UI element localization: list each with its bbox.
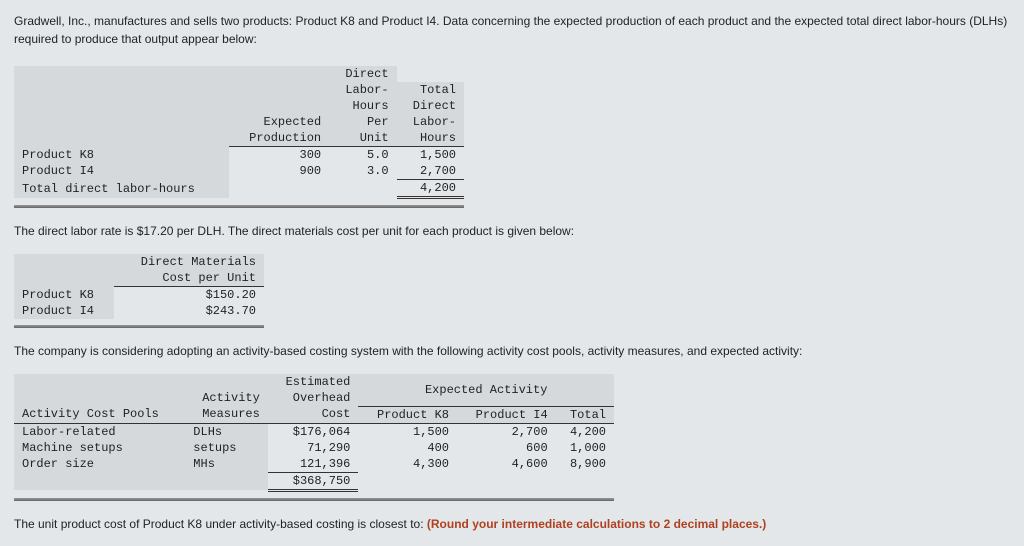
- t1-r2-hpu: 3.0: [329, 163, 396, 180]
- t3-am2: Measures: [185, 406, 268, 423]
- t2-hdr1: Direct Materials: [114, 254, 264, 270]
- t1-hdr-hours2: Hours: [397, 130, 464, 147]
- t1-r2-tdlh: 2,700: [397, 163, 464, 180]
- t2-r1-val: $150.20: [114, 287, 264, 304]
- t1-hdr-total: Total: [397, 82, 464, 98]
- t3-r0-acp: Labor-related: [14, 423, 185, 440]
- t3-r0-k8: 1,500: [358, 423, 457, 440]
- t3-ea: Expected Activity: [358, 374, 614, 406]
- t3-eoc3: Cost: [268, 406, 359, 423]
- p2-text: The direct labor rate is $17.20 per DLH.…: [14, 222, 1010, 240]
- table-row: Product I4 900 3.0 2,700: [14, 163, 464, 180]
- t1-r2-ep: 900: [229, 163, 329, 180]
- materials-table: Direct Materials Cost per Unit Product K…: [14, 254, 264, 319]
- t3-eoc1: Estimated: [268, 374, 359, 390]
- p3-text: The company is considering adopting an a…: [14, 342, 1010, 360]
- t3-total: Total: [556, 406, 614, 423]
- t1-hdr-labor: Labor-: [329, 82, 396, 98]
- t1-r1-hpu: 5.0: [329, 147, 396, 164]
- t3-r2-am: MHs: [185, 456, 268, 473]
- abc-table: Estimated Expected Activity Activity Ove…: [14, 374, 614, 492]
- table-row: Product K8 $150.20: [14, 287, 264, 304]
- t3-r1-eoc: 71,290: [268, 440, 359, 456]
- t1-hdr-prod: Production: [229, 130, 329, 147]
- table-row: $368,750: [14, 472, 614, 490]
- t3-r1-acp: Machine setups: [14, 440, 185, 456]
- t1-hdr-per: Per: [329, 114, 396, 130]
- t3-r1-tot: 1,000: [556, 440, 614, 456]
- t3-r2-eoc: 121,396: [268, 456, 359, 473]
- t3-r1-i4: 600: [457, 440, 556, 456]
- q-part2: (Round your intermediate calculations to…: [427, 517, 766, 531]
- divider: [14, 498, 614, 501]
- t1-hdr-labor2: Labor-: [397, 114, 464, 130]
- t3-am1: Activity: [185, 390, 268, 406]
- t1-r2-label: Product I4: [14, 163, 229, 180]
- t3-r0-eoc: $176,064: [268, 423, 359, 440]
- t3-r2-tot: 8,900: [556, 456, 614, 473]
- t2-r2-label: Product I4: [14, 303, 114, 319]
- t2-r1-label: Product K8: [14, 287, 114, 304]
- divider: [14, 325, 264, 328]
- t3-total-eoc: $368,750: [268, 472, 359, 490]
- t1-tot-label: Total direct labor-hours: [14, 180, 229, 198]
- production-table: Direct Labor- Total Hours Direct Expecte…: [14, 66, 464, 199]
- t3-r2-k8: 4,300: [358, 456, 457, 473]
- t3-pk8: Product K8: [358, 406, 457, 423]
- t1-hdr-exp: Expected: [229, 114, 329, 130]
- t1-r1-ep: 300: [229, 147, 329, 164]
- table-row: Product K8 300 5.0 1,500: [14, 147, 464, 164]
- t3-pi4: Product I4: [457, 406, 556, 423]
- t3-r0-i4: 2,700: [457, 423, 556, 440]
- table-row: Machine setups setups 71,290 400 600 1,0…: [14, 440, 614, 456]
- divider: [14, 205, 464, 208]
- t1-hdr-direct: Direct: [397, 98, 464, 114]
- t2-r2-val: $243.70: [114, 303, 264, 319]
- t3-r2-i4: 4,600: [457, 456, 556, 473]
- t1-hdr-hours: Hours: [329, 98, 396, 114]
- t3-r2-acp: Order size: [14, 456, 185, 473]
- t1-hdr-unit: Unit: [329, 130, 396, 147]
- t3-r0-tot: 4,200: [556, 423, 614, 440]
- question-text: The unit product cost of Product K8 unde…: [14, 515, 1010, 533]
- t2-hdr2: Cost per Unit: [114, 270, 264, 287]
- table-row: Total direct labor-hours 4,200: [14, 180, 464, 198]
- t1-r1-label: Product K8: [14, 147, 229, 164]
- t3-r1-k8: 400: [358, 440, 457, 456]
- table-row: Product I4 $243.70: [14, 303, 264, 319]
- t3-acp: Activity Cost Pools: [14, 406, 185, 423]
- t1-tot-val: 4,200: [397, 180, 464, 198]
- table-row: Order size MHs 121,396 4,300 4,600 8,900: [14, 456, 614, 473]
- t3-r0-am: DLHs: [185, 423, 268, 440]
- q-part1: The unit product cost of Product K8 unde…: [14, 517, 427, 531]
- t3-eoc2: Overhead: [268, 390, 359, 406]
- t1-r1-tdlh: 1,500: [397, 147, 464, 164]
- intro-text: Gradwell, Inc., manufactures and sells t…: [14, 12, 1010, 48]
- t1-hdr-dlh: Direct: [329, 66, 396, 82]
- t3-r1-am: setups: [185, 440, 268, 456]
- table-row: Labor-related DLHs $176,064 1,500 2,700 …: [14, 423, 614, 440]
